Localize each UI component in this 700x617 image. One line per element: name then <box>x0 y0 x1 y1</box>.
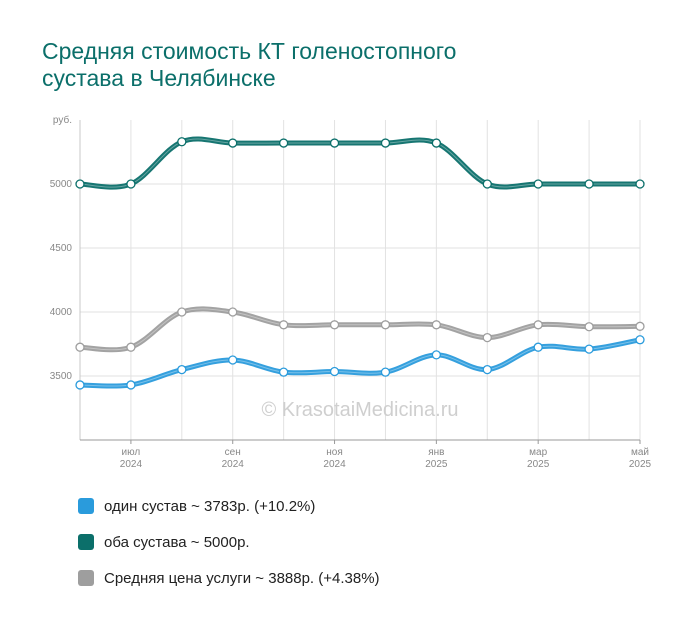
watermark-text: © KrasotaiMedicina.ru <box>261 399 458 421</box>
legend-swatch-both-joints <box>78 534 94 550</box>
data-point-single-joint <box>635 335 645 345</box>
legend-label-average-price: Средняя цена услуги ~ 3888р. (+4.38%) <box>104 569 380 587</box>
data-point-average-price <box>75 342 85 352</box>
x-tick-label-month: май <box>631 447 649 458</box>
series-line-highlight-both-joints <box>79 138 640 188</box>
chart-title-line-1: Средняя стоимость КТ голеностопного <box>42 38 457 64</box>
data-point-single-joint <box>329 366 340 377</box>
legend-label-single-joint: один сустав ~ 3783р. (+10.2%) <box>104 497 316 515</box>
series-line-average-price <box>77 306 643 353</box>
y-tick-label: 3500 <box>50 371 73 382</box>
chart-title-line-2: сустава в Челябинске <box>42 65 276 91</box>
data-point-single-joint <box>177 364 187 375</box>
data-point-average-price <box>228 307 238 317</box>
data-point-average-price <box>126 342 136 352</box>
data-point-single-joint <box>482 364 492 375</box>
data-point-average-price <box>177 307 187 317</box>
legend-item-average-price[interactable]: Средняя цена услуги ~ 3888р. (+4.38%) <box>78 560 380 596</box>
price-line-chart: 3500400045005000руб.июл2024сен2024ноя202… <box>50 114 652 470</box>
data-point-both-joints <box>635 179 645 189</box>
legend: один сустав ~ 3783р. (+10.2%) оба сустав… <box>78 488 380 596</box>
y-tick-label: 4500 <box>50 243 73 254</box>
legend-swatch-average-price <box>78 570 94 586</box>
x-tick-label-month: ноя <box>326 447 343 458</box>
y-axis-unit-label: руб. <box>53 114 72 126</box>
x-tick-label-month: сен <box>225 447 241 458</box>
legend-swatch-single-joint <box>78 498 94 514</box>
y-tick-label: 5000 <box>50 179 73 190</box>
data-point-average-price <box>584 322 594 332</box>
series-line-both-joints <box>77 136 643 190</box>
data-point-both-joints <box>75 179 85 189</box>
data-point-both-joints <box>329 138 340 148</box>
data-point-single-joint <box>126 380 136 390</box>
x-tick-label-year: 2025 <box>629 459 652 470</box>
data-point-both-joints <box>126 179 136 189</box>
legend-item-single-joint[interactable]: один сустав ~ 3783р. (+10.2%) <box>78 488 380 524</box>
x-tick-label-month: мар <box>529 447 547 458</box>
data-point-both-joints <box>431 138 442 148</box>
data-point-average-price <box>431 320 442 330</box>
series-line-highlight-single-joint <box>79 339 641 387</box>
data-point-average-price <box>278 320 289 330</box>
data-point-both-joints <box>533 179 543 189</box>
x-tick-label-year: 2025 <box>527 459 550 470</box>
series-line-highlight-average-price <box>79 308 641 351</box>
data-point-single-joint <box>75 380 85 390</box>
data-point-average-price <box>380 320 391 330</box>
data-point-single-joint <box>278 367 289 377</box>
chart-title: Средняя стоимость КТ голеностопного суст… <box>42 38 602 92</box>
x-tick-label-year: 2025 <box>425 459 448 470</box>
data-point-single-joint <box>228 355 238 365</box>
data-point-both-joints <box>380 138 391 148</box>
legend-item-both-joints[interactable]: оба сустава ~ 5000р. <box>78 524 380 560</box>
data-point-average-price <box>329 320 340 330</box>
data-point-both-joints <box>228 138 238 148</box>
data-point-both-joints <box>278 138 289 148</box>
data-point-single-joint <box>584 344 594 354</box>
x-tick-label-month: июл <box>122 447 141 458</box>
x-tick-label-year: 2024 <box>323 459 346 470</box>
data-point-average-price <box>533 320 543 330</box>
data-point-average-price <box>482 332 492 343</box>
data-point-single-joint <box>431 350 442 360</box>
data-point-single-joint <box>533 342 543 352</box>
data-point-both-joints <box>482 179 492 189</box>
legend-label-both-joints: оба сустава ~ 5000р. <box>104 533 250 551</box>
y-tick-label: 4000 <box>50 307 73 318</box>
data-point-both-joints <box>584 179 594 189</box>
x-tick-label-month: янв <box>428 447 444 458</box>
x-tick-label-year: 2024 <box>120 459 143 470</box>
data-point-both-joints <box>177 137 187 147</box>
data-point-single-joint <box>380 367 391 377</box>
x-tick-label-year: 2024 <box>222 459 245 470</box>
data-point-average-price <box>635 321 645 331</box>
